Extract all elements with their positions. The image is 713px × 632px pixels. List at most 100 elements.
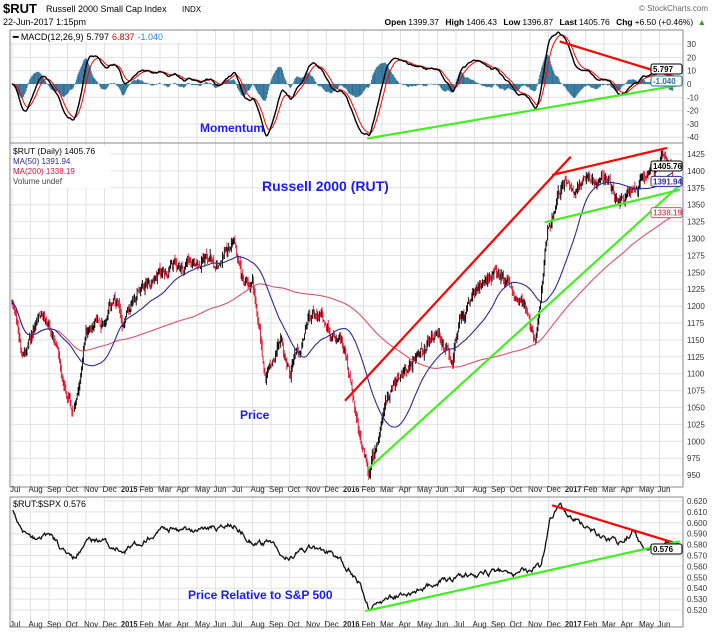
x-tick-label: Dec <box>547 485 561 494</box>
x-tick-label: Feb <box>584 620 598 629</box>
x-tick-label: Apr <box>399 620 412 629</box>
macd-legend: ━ MACD(12,26,9) 5.797 6.837 -1.040 <box>12 32 163 42</box>
chg-label: Chg <box>616 17 633 27</box>
y-tick-label: 1000 <box>687 437 705 446</box>
price-annotation: Price <box>240 408 270 422</box>
rel-legend: $RUT:$SPX 0.576 <box>13 499 86 509</box>
x-tick-label: Oct <box>66 485 79 494</box>
y-tick-label: 1300 <box>687 235 705 244</box>
x-tick-label: Jul <box>10 485 20 494</box>
x-tick-label: Nov <box>306 485 320 494</box>
price-legend: $RUT (Daily) 1405.76 <box>13 146 95 156</box>
y-tick-label: 1225 <box>687 285 705 294</box>
x-tick-label: Oct <box>288 620 301 629</box>
hist-value-tag-bg <box>650 75 683 87</box>
x-tick-label: Jul <box>10 620 20 629</box>
price-legend-bg <box>11 146 111 188</box>
ma200-value-tag-bg <box>650 207 683 219</box>
y-tick-label: 1125 <box>687 353 705 362</box>
x-tick-label: May <box>639 620 654 629</box>
x-tick-label: Nov <box>84 620 98 629</box>
x-tick-label: Jun <box>214 485 227 494</box>
x-tick-label: Jun <box>436 485 449 494</box>
open-label: Open <box>385 17 407 27</box>
ma200-value-tag: 1338.19 <box>653 209 682 218</box>
ma50-legend: MA(50) 1391.94 <box>13 157 71 166</box>
x-tick-label: Aug <box>473 620 487 629</box>
y-tick-label: 1200 <box>687 302 705 311</box>
y-tick-label: 10 <box>687 67 696 76</box>
x-tick-label: 2015 <box>121 620 138 629</box>
chart-date: 22-Jun-2017 1:15pm <box>3 17 86 27</box>
y-tick-label: 0 <box>687 80 692 89</box>
y-tick-label: 0.620 <box>687 497 708 506</box>
ma50-line <box>11 172 673 428</box>
y-tick-label: 20 <box>687 53 696 62</box>
x-tick-label: Nov <box>84 485 98 494</box>
x-tick-label: Mar <box>602 485 616 494</box>
x-tick-label: Aug <box>473 485 487 494</box>
signal-legend-value: 6.837 <box>112 32 135 42</box>
x-tick-label: Jun <box>658 620 671 629</box>
x-tick-label: Oct <box>510 620 523 629</box>
x-tick-label: Oct <box>510 485 523 494</box>
y-tick-label: 1275 <box>687 251 705 260</box>
y-tick-label: 1350 <box>687 201 705 210</box>
ma50-value-tag: 1391.94 <box>653 177 682 186</box>
x-tick-label: May <box>195 485 210 494</box>
x-tick-label: Feb <box>584 485 598 494</box>
macd-legend-label: MACD(12,26,9) <box>21 32 84 42</box>
x-tick-label: Feb <box>362 620 376 629</box>
x-tick-label: May <box>195 620 210 629</box>
y-tick-label: -30 <box>687 120 699 129</box>
y-tick-label: 1050 <box>687 404 705 413</box>
y-tick-label: 0.580 <box>687 541 708 550</box>
x-tick-label: Mar <box>602 620 616 629</box>
x-tick-label: Jul <box>454 620 464 629</box>
y-tick-label: -10 <box>687 93 699 102</box>
x-tick-label: Feb <box>362 485 376 494</box>
brand-logo[interactable]: © StockCharts.com <box>639 4 708 13</box>
x-tick-label: Jul <box>232 485 242 494</box>
green-trendline <box>544 188 681 224</box>
ma200-line <box>11 215 673 369</box>
symbol: $RUT <box>3 1 37 16</box>
y-tick-label: 1025 <box>687 420 705 429</box>
x-tick-label: Mar <box>380 485 394 494</box>
last-value: 1405.76 <box>579 17 610 27</box>
rel-legend-bg <box>11 499 103 510</box>
chg-value: +6.50 (+0.46%) <box>635 17 694 27</box>
x-tick-label: Dec <box>325 620 339 629</box>
x-tick-label: Apr <box>177 620 190 629</box>
high-label: High <box>445 17 464 27</box>
panel-frames <box>9 29 684 628</box>
ma50-value-tag-bg <box>650 175 683 187</box>
x-tick-label: Dec <box>547 620 561 629</box>
y-tick-label: 0.570 <box>687 552 708 561</box>
x-tick-label: Nov <box>528 485 542 494</box>
y-tick-label: 1075 <box>687 387 705 396</box>
macd-legend-bg <box>11 31 186 42</box>
x-tick-label: 2016 <box>343 485 360 494</box>
marks <box>11 31 681 613</box>
x-tick-label: Aug <box>29 620 43 629</box>
x-tick-label: Aug <box>29 485 43 494</box>
y-tick-label: 1175 <box>687 319 705 328</box>
x-tick-label: May <box>417 620 432 629</box>
macd-value-tag-bg <box>650 63 683 75</box>
y-tick-label: -20 <box>687 107 699 116</box>
y-tick-label: -40 <box>687 133 699 142</box>
x-tick-label: Jun <box>214 620 227 629</box>
x-tick-label: Nov <box>306 620 320 629</box>
y-tick-label: 0.560 <box>687 562 708 571</box>
x-tick-label: Aug <box>251 485 265 494</box>
x-tick-label: Apr <box>621 485 634 494</box>
y-tick-label: 1150 <box>687 336 705 345</box>
panel-frame <box>9 496 684 628</box>
x-tick-label: Jul <box>454 485 464 494</box>
y-tick-label: 950 <box>687 471 701 480</box>
x-tick-label: Oct <box>288 485 301 494</box>
hist-value-tag: -1.040 <box>653 77 676 86</box>
relative-value-tag-bg <box>650 543 683 555</box>
